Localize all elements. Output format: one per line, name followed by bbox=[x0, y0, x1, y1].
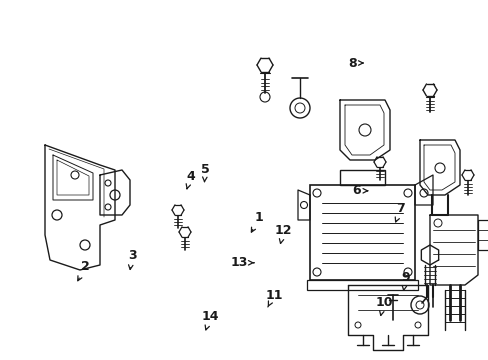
Text: 8: 8 bbox=[347, 57, 362, 69]
Bar bbox=[477, 220, 488, 250]
Text: 6: 6 bbox=[352, 184, 367, 197]
Text: 2: 2 bbox=[78, 260, 90, 281]
Text: 3: 3 bbox=[127, 249, 136, 270]
Text: 1: 1 bbox=[251, 211, 263, 232]
Bar bbox=[309, 185, 414, 280]
Text: 10: 10 bbox=[374, 296, 392, 315]
Bar bbox=[339, 170, 384, 185]
Text: 12: 12 bbox=[274, 224, 292, 243]
Text: 5: 5 bbox=[201, 163, 209, 182]
Text: 7: 7 bbox=[394, 202, 405, 222]
Text: 4: 4 bbox=[186, 170, 195, 189]
Text: 9: 9 bbox=[401, 271, 409, 290]
Text: 14: 14 bbox=[201, 310, 219, 330]
Text: 13: 13 bbox=[230, 256, 253, 269]
Text: 11: 11 bbox=[264, 289, 282, 307]
Bar bbox=[306, 280, 417, 290]
